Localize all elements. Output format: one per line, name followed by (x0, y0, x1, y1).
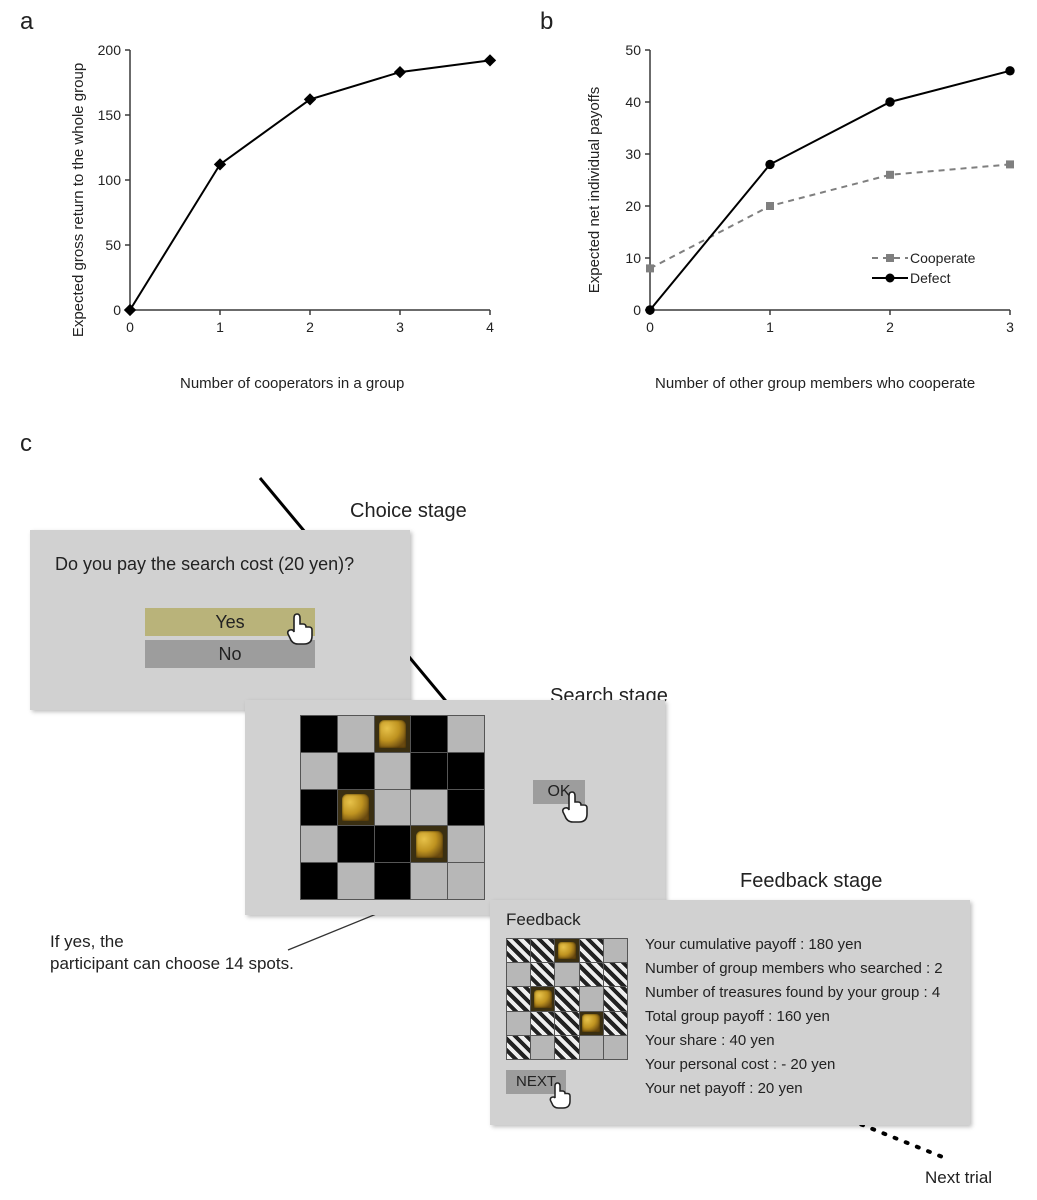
hand-cursor-icon (544, 1078, 580, 1114)
grid-cell (531, 987, 554, 1010)
grid-cell[interactable] (301, 753, 337, 789)
grid-cell[interactable] (338, 790, 374, 826)
grid-cell[interactable] (338, 716, 374, 752)
grid-cell (580, 963, 603, 986)
grid-cell (555, 1012, 578, 1035)
grid-cell[interactable] (411, 716, 447, 752)
feedback-line: Number of treasures found by your group … (645, 984, 940, 1001)
grid-cell (604, 1036, 627, 1059)
grid-cell[interactable] (338, 753, 374, 789)
grid-cell[interactable] (448, 790, 484, 826)
grid-cell[interactable] (411, 863, 447, 899)
grid-cell[interactable] (301, 790, 337, 826)
grid-cell (580, 987, 603, 1010)
grid-cell[interactable] (301, 863, 337, 899)
grid-cell (604, 939, 627, 962)
grid-cell (555, 939, 578, 962)
grid-cell[interactable] (375, 863, 411, 899)
feedback-line: Your personal cost : - 20 yen (645, 1056, 835, 1073)
grid-cell[interactable] (448, 716, 484, 752)
grid-cell (507, 963, 530, 986)
grid-cell (507, 987, 530, 1010)
grid-cell[interactable] (411, 753, 447, 789)
grid-cell (507, 939, 530, 962)
grid-cell[interactable] (448, 753, 484, 789)
grid-cell (507, 1036, 530, 1059)
grid-cell (580, 939, 603, 962)
feedback-header: Feedback (506, 910, 581, 930)
grid-cell (507, 1012, 530, 1035)
callout-line1: If yes, the (50, 932, 124, 952)
grid-cell[interactable] (411, 790, 447, 826)
grid-cell (555, 987, 578, 1010)
stage-title-choice: Choice stage (350, 500, 467, 523)
stage-title-feedback: Feedback stage (740, 870, 882, 893)
grid-cell[interactable] (338, 826, 374, 862)
grid-cell (555, 963, 578, 986)
grid-cell[interactable] (301, 716, 337, 752)
next-trial-label: Next trial (925, 1168, 992, 1188)
grid-cell[interactable] (448, 826, 484, 862)
grid-cell (531, 939, 554, 962)
grid-cell (531, 963, 554, 986)
feedback-line: Total group payoff : 160 yen (645, 1008, 830, 1025)
search-card: OK (245, 700, 665, 915)
choice-card: Do you pay the search cost (20 yen)? Yes… (30, 530, 410, 710)
grid-cell (604, 963, 627, 986)
grid-cell (580, 1036, 603, 1059)
grid-cell (555, 1036, 578, 1059)
grid-cell[interactable] (448, 863, 484, 899)
choice-question: Do you pay the search cost (20 yen)? (55, 554, 354, 575)
feedback-card: Feedback NEXT Your cumulative payoff : 1… (490, 900, 970, 1125)
grid-cell (531, 1012, 554, 1035)
hand-cursor-icon (557, 788, 597, 828)
feedback-grid (506, 938, 628, 1060)
grid-cell[interactable] (338, 863, 374, 899)
hand-cursor-icon (282, 610, 322, 650)
feedback-line: Your share : 40 yen (645, 1032, 775, 1049)
grid-cell (531, 1036, 554, 1059)
grid-cell[interactable] (375, 826, 411, 862)
grid-cell (580, 1012, 603, 1035)
grid-cell[interactable] (375, 716, 411, 752)
callout-line2: participant can choose 14 spots. (50, 954, 294, 974)
grid-cell (604, 1012, 627, 1035)
feedback-line: Your cumulative payoff : 180 yen (645, 936, 862, 953)
grid-cell[interactable] (411, 826, 447, 862)
feedback-line: Your net payoff : 20 yen (645, 1080, 803, 1097)
search-grid[interactable] (300, 715, 485, 900)
grid-cell[interactable] (375, 753, 411, 789)
grid-cell[interactable] (375, 790, 411, 826)
feedback-line: Number of group members who searched : 2 (645, 960, 943, 977)
grid-cell (604, 987, 627, 1010)
grid-cell[interactable] (301, 826, 337, 862)
